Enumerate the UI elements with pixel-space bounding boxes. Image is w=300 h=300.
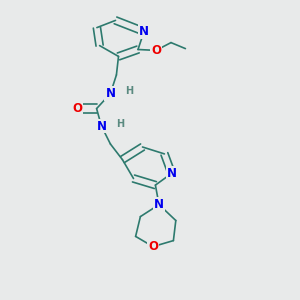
Text: O: O [148, 240, 158, 253]
Text: H: H [125, 85, 133, 96]
Text: N: N [96, 119, 106, 133]
Text: H: H [116, 118, 124, 129]
Text: O: O [151, 44, 161, 57]
Text: N: N [139, 25, 149, 38]
Text: O: O [72, 102, 82, 115]
Text: N: N [154, 198, 164, 211]
Text: N: N [167, 167, 177, 180]
Text: N: N [105, 87, 116, 100]
